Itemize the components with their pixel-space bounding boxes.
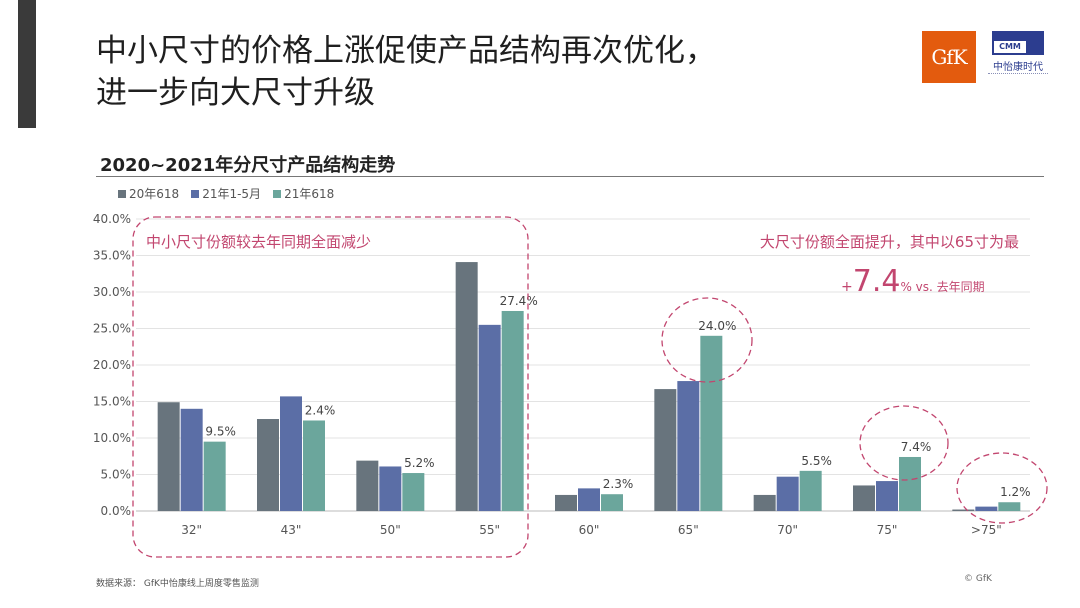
title-accent-bar [18, 0, 36, 128]
bar-0-8 [952, 509, 975, 511]
data-label-4: 2.3% [603, 477, 634, 491]
bar-1-2 [379, 466, 402, 511]
page-title-line-2: 进一步向大尺寸升级 [96, 75, 375, 111]
legend-label-0: 20年618 [129, 187, 180, 201]
x-tick-label-8: >75" [971, 523, 1002, 537]
data-label-7: 7.4% [901, 440, 932, 454]
data-label-5: 24.0% [698, 319, 736, 333]
legend-swatch-0 [118, 189, 126, 198]
bar-2-3 [501, 310, 524, 511]
bar-1-4 [578, 488, 600, 511]
legend-label-2: 21年618 [284, 187, 335, 201]
bar-0-5 [654, 389, 677, 511]
y-tick-label-6: 30.0% [93, 285, 131, 299]
legend-item-2: 21年618 [273, 185, 334, 202]
highlight-75-circle [859, 405, 949, 481]
copyright: © GfK [964, 574, 992, 584]
chart-legend: 20年618 21年1-5月 21年618 [118, 185, 334, 202]
bar-2-2 [402, 473, 425, 511]
bar-1-1 [280, 396, 302, 511]
y-tick-label-0: 0.0% [101, 504, 132, 518]
bar-0-3 [455, 262, 478, 511]
chart-title-rule [96, 176, 1044, 177]
annotation-large-sizes: 大尺寸份额全面提升，其中以65寸为最 [760, 233, 1019, 251]
annotation-small-sizes: 中小尺寸份额较去年同期全面减少 [146, 233, 371, 251]
y-tick-label-8: 40.0% [93, 212, 131, 226]
bar-0-7 [853, 485, 875, 511]
x-tick-label-4: 60" [579, 523, 600, 537]
bar-2-7 [899, 456, 921, 511]
bar-0-0 [157, 402, 180, 511]
cmm-logo: CMM 中怡康时代 [988, 31, 1048, 86]
y-tick-label-5: 25.0% [93, 322, 131, 336]
page-title: 中小尺寸的价格上涨促使产品结构再次优化， 进一步向大尺寸升级 [96, 30, 716, 114]
data-source-note: 数据来源： GfK中怡康线上周度零售监测 [96, 579, 259, 589]
data-label-3: 27.4% [500, 294, 538, 308]
x-tick-label-5: 65" [678, 523, 699, 537]
y-tick-label-1: 5.0% [101, 468, 132, 482]
data-label-2: 5.2% [404, 456, 435, 470]
bar-2-1 [303, 420, 325, 511]
bar-0-2 [356, 460, 379, 511]
bar-1-0 [180, 408, 203, 511]
x-tick-label-2: 50" [380, 523, 401, 537]
y-tick-label-3: 15.0% [93, 395, 131, 409]
gfk-logo: GfK [922, 31, 976, 83]
y-tick-label-7: 35.0% [93, 249, 131, 263]
x-tick-label-6: 70" [777, 523, 798, 537]
data-label-6: 5.5% [801, 454, 832, 468]
data-label-1: 2.4% [305, 403, 336, 417]
x-tick-label-0: 32" [181, 523, 202, 537]
bar-2-4 [601, 494, 623, 511]
bar-2-0 [203, 441, 226, 511]
bar-0-6 [753, 494, 776, 511]
bar-2-8 [998, 502, 1021, 511]
cmm-logo-text: CMM [994, 41, 1026, 53]
legend-item-1: 21年1-5月 [191, 185, 261, 202]
x-tick-label-7: 75" [877, 523, 898, 537]
bar-0-1 [257, 419, 279, 511]
x-tick-label-3: 55" [479, 523, 500, 537]
cmm-logo-name: 中怡康时代 [993, 62, 1043, 73]
legend-label-1: 21年1-5月 [202, 187, 262, 201]
highlight-small-sizes-box [132, 216, 529, 558]
bar-1-5 [677, 381, 700, 511]
annotation-growth: +7.4% vs. 去年同期 [841, 264, 985, 299]
bar-2-6 [799, 470, 822, 511]
bar-1-6 [776, 476, 799, 511]
y-tick-label-4: 20.0% [93, 358, 131, 372]
bar-1-7 [876, 481, 898, 511]
bar-0-4 [555, 494, 577, 511]
bar-2-5 [700, 335, 723, 511]
y-tick-label-2: 10.0% [93, 431, 131, 445]
legend-swatch-2 [273, 189, 282, 198]
page-title-line-1: 中小尺寸的价格上涨促使产品结构再次优化， [96, 33, 716, 69]
data-label-0: 9.5% [205, 425, 236, 439]
chart-title: 2020~2021年分尺寸产品结构走势 [100, 155, 396, 176]
bar-1-3 [478, 324, 501, 511]
bar-1-8 [975, 506, 998, 511]
x-tick-label-1: 43" [281, 523, 302, 537]
data-label-8: 1.2% [1000, 485, 1031, 499]
legend-item-0: 20年618 [118, 185, 179, 202]
highlight-over-75-circle [956, 452, 1048, 524]
highlight-65-circle [661, 297, 753, 383]
legend-swatch-1 [191, 189, 200, 198]
